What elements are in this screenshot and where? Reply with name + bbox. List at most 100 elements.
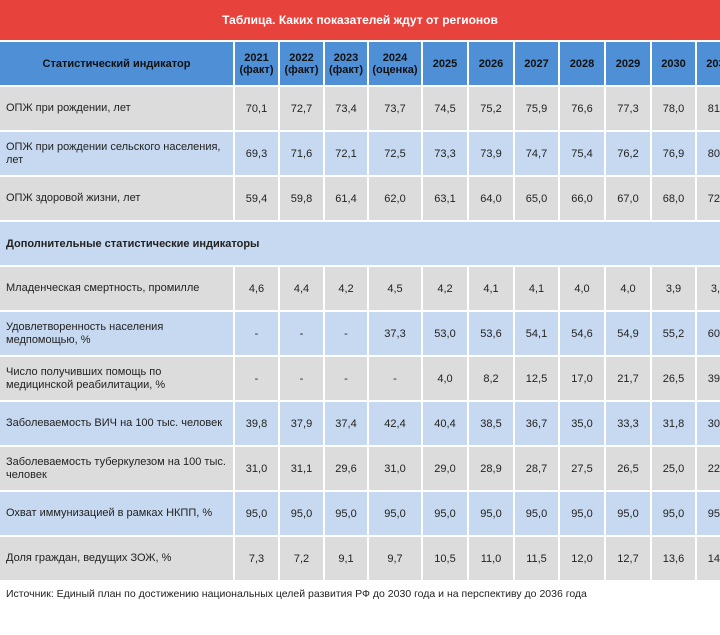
cell: 36,7: [515, 402, 558, 445]
cell: 73,4: [325, 87, 367, 130]
cell: 40,4: [423, 402, 467, 445]
data-table: Статистический индикатор 2021 (факт) 2022 …: [0, 40, 720, 582]
cell: 4,1: [469, 267, 513, 310]
cell: 30,0: [697, 402, 720, 445]
row-label: ОПЖ здоровой жизни, лет: [0, 177, 233, 220]
cell: 73,9: [469, 132, 513, 175]
cell: 95,0: [469, 492, 513, 535]
cell: 73,7: [369, 87, 421, 130]
cell: 76,9: [652, 132, 695, 175]
cell: 35,0: [560, 402, 604, 445]
cell: 59,4: [235, 177, 278, 220]
column-header: 2024 (оценка): [369, 42, 421, 85]
cell: 9,7: [369, 537, 421, 580]
cell: 72,2: [697, 177, 720, 220]
cell: 29,6: [325, 447, 367, 490]
cell: -: [280, 357, 323, 400]
cell: 37,9: [280, 402, 323, 445]
cell: 95,0: [697, 492, 720, 535]
cell: 39,7: [697, 357, 720, 400]
cell: 4,4: [280, 267, 323, 310]
cell: 3,9: [652, 267, 695, 310]
cell: 62,0: [369, 177, 421, 220]
cell: 95,0: [515, 492, 558, 535]
cell: 67,0: [606, 177, 650, 220]
cell: -: [325, 312, 367, 355]
cell: 7,2: [280, 537, 323, 580]
table-row: Число получивших помощь по медицинской р…: [0, 357, 720, 400]
cell: 95,0: [369, 492, 421, 535]
cell: 95,0: [325, 492, 367, 535]
cell: 60,0: [697, 312, 720, 355]
cell: 64,0: [469, 177, 513, 220]
column-header: 2029: [606, 42, 650, 85]
cell: 72,7: [280, 87, 323, 130]
cell: 12,0: [560, 537, 604, 580]
cell: 12,5: [515, 357, 558, 400]
cell: -: [235, 312, 278, 355]
cell: 72,5: [369, 132, 421, 175]
section-label: Дополнительные статистические индикаторы: [0, 222, 720, 265]
row-label: Число получивших помощь по медицинской р…: [0, 357, 233, 400]
cell: 28,9: [469, 447, 513, 490]
column-header: 2021 (факт): [235, 42, 278, 85]
table-row: Удовлетворенность населения медпомощью, …: [0, 312, 720, 355]
row-label: Доля граждан, ведущих ЗОЖ, %: [0, 537, 233, 580]
cell: 76,6: [560, 87, 604, 130]
cell: 31,0: [369, 447, 421, 490]
column-header: 2028: [560, 42, 604, 85]
cell: 11,5: [515, 537, 558, 580]
cell: 74,5: [423, 87, 467, 130]
cell: 81,0: [697, 87, 720, 130]
cell: 37,3: [369, 312, 421, 355]
cell: 4,1: [515, 267, 558, 310]
table-row: Доля граждан, ведущих ЗОЖ, % 7,3 7,2 9,1 9,7…: [0, 537, 720, 580]
cell: 42,4: [369, 402, 421, 445]
cell: 4,0: [606, 267, 650, 310]
column-header: 2026: [469, 42, 513, 85]
cell: 95,0: [423, 492, 467, 535]
table-row: Заболеваемость ВИЧ на 100 тыс. человек 39…: [0, 402, 720, 445]
cell: -: [325, 357, 367, 400]
column-header: 2025: [423, 42, 467, 85]
cell: 4,2: [325, 267, 367, 310]
cell: -: [235, 357, 278, 400]
column-header: 2027: [515, 42, 558, 85]
cell: 76,2: [606, 132, 650, 175]
cell: 53,0: [423, 312, 467, 355]
cell: 14,8: [697, 537, 720, 580]
row-label: ОПЖ при рождении, лет: [0, 87, 233, 130]
cell: 75,2: [469, 87, 513, 130]
cell: 11,0: [469, 537, 513, 580]
cell: 28,7: [515, 447, 558, 490]
cell: 71,6: [280, 132, 323, 175]
cell: 54,9: [606, 312, 650, 355]
cell: 63,1: [423, 177, 467, 220]
cell: 31,8: [652, 402, 695, 445]
cell: 39,8: [235, 402, 278, 445]
cell: 29,0: [423, 447, 467, 490]
table-row: Заболеваемость туберкулезом на 100 тыс. …: [0, 447, 720, 490]
column-header: 2035: [697, 42, 720, 85]
cell: -: [280, 312, 323, 355]
cell: 53,6: [469, 312, 513, 355]
cell: 4,6: [235, 267, 278, 310]
column-header: 2023 (факт): [325, 42, 367, 85]
cell: 95,0: [606, 492, 650, 535]
cell: 66,0: [560, 177, 604, 220]
cell: 75,4: [560, 132, 604, 175]
table-row: Охват иммунизацией в рамках НКПП, % 95,0 9…: [0, 492, 720, 535]
cell: 31,1: [280, 447, 323, 490]
cell: 33,3: [606, 402, 650, 445]
cell: 80,1: [697, 132, 720, 175]
cell: 95,0: [235, 492, 278, 535]
cell: 55,2: [652, 312, 695, 355]
cell: 54,6: [560, 312, 604, 355]
row-label: Удовлетворенность населения медпомощью, …: [0, 312, 233, 355]
row-label: Заболеваемость туберкулезом на 100 тыс. …: [0, 447, 233, 490]
cell: 31,0: [235, 447, 278, 490]
cell: 9,1: [325, 537, 367, 580]
cell: 26,5: [652, 357, 695, 400]
table-row: ОПЖ здоровой жизни, лет 59,4 59,8 61,4 62,0 6…: [0, 177, 720, 220]
